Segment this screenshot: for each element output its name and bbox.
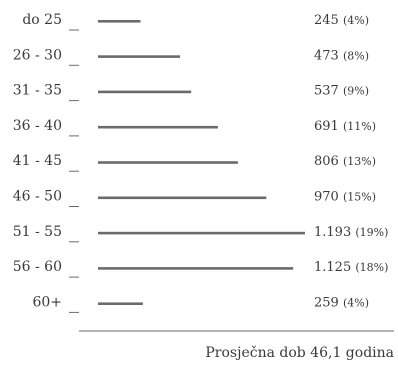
value-percent: (4%) [343, 14, 369, 27]
value-number: 1.193 [314, 225, 355, 240]
bar [98, 125, 218, 129]
value-label: 245 (4%) [314, 13, 369, 28]
bar [98, 267, 294, 270]
bar [98, 196, 267, 200]
category-label: do 25 [22, 12, 62, 28]
bar [98, 302, 143, 305]
value-number: 537 [314, 84, 343, 99]
category-label: 26 - 30 [13, 47, 62, 63]
value-percent: (11%) [343, 120, 376, 133]
value-percent: (19%) [355, 226, 388, 239]
value-number: 691 [314, 119, 343, 134]
value-label: 806 (13%) [314, 154, 376, 169]
value-number: 806 [314, 154, 343, 169]
category-label: 31 - 35 [13, 83, 62, 99]
value-number: 1.125 [314, 260, 355, 275]
value-percent: (13%) [343, 155, 376, 168]
value-label: 1.193 (19%) [314, 225, 388, 240]
category-label: 51 - 55 [13, 224, 62, 240]
category-label: 46 - 50 [13, 189, 62, 205]
value-percent: (18%) [355, 261, 388, 274]
bar [98, 20, 141, 23]
category-label: 36 - 40 [13, 118, 62, 134]
value-percent: (9%) [343, 85, 369, 98]
value-percent: (15%) [343, 191, 376, 204]
bar [98, 55, 181, 58]
category-label: 60+ [32, 294, 62, 310]
value-label: 259 (4%) [314, 295, 369, 310]
average-age-note: Prosječna dob 46,1 godina [205, 345, 394, 361]
value-percent: (8%) [343, 49, 369, 62]
bar [98, 90, 192, 94]
bar [98, 161, 238, 164]
value-label: 537 (9%) [314, 84, 369, 99]
category-label: 56 - 60 [13, 259, 62, 275]
value-number: 970 [314, 190, 343, 205]
bars-layer: do 25 245 (4%) 26 - 30 473 (8%) 31 - 35 537 (… [13, 12, 388, 313]
category-label: 41 - 45 [13, 153, 62, 169]
bar [98, 231, 305, 235]
value-label: 1.125 (18%) [314, 260, 388, 275]
value-number: 259 [314, 295, 343, 310]
value-number: 473 [314, 48, 343, 63]
value-label: 691 (11%) [314, 119, 376, 134]
value-number: 245 [314, 13, 343, 28]
value-label: 970 (15%) [314, 190, 376, 205]
value-label: 473 (8%) [314, 48, 369, 63]
value-percent: (4%) [343, 296, 369, 309]
